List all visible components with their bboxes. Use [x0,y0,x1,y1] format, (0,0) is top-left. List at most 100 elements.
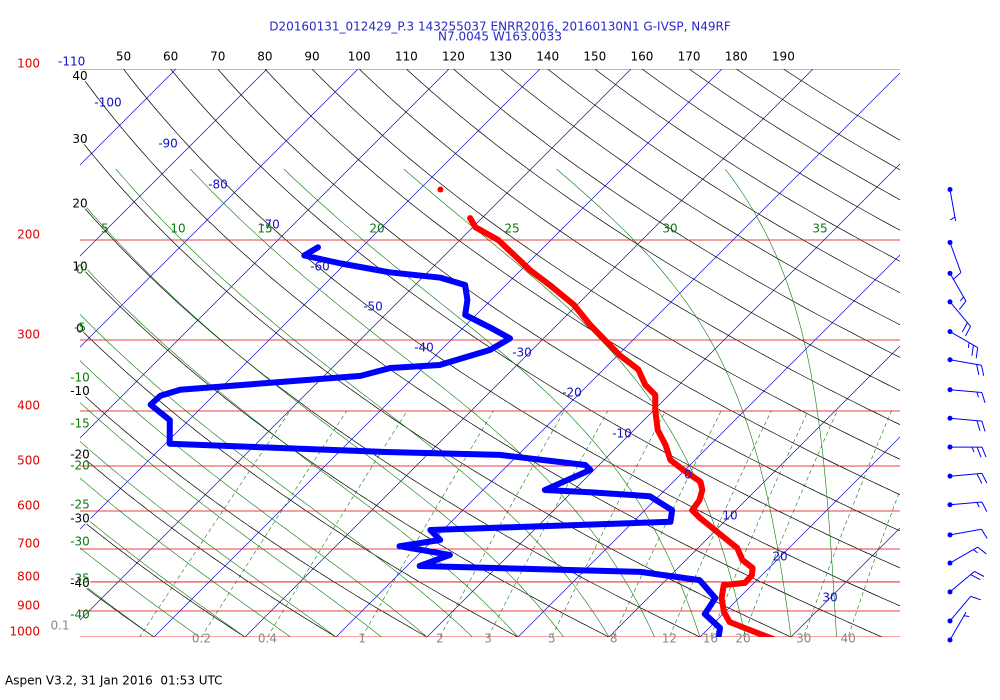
dry-adiabat [217,69,900,532]
dry-adiabat [500,69,900,326]
dry-adiabat [80,265,610,637]
wind-barb-base [947,637,953,643]
dry-adiabat-label: 20 [72,197,87,211]
dry-adiabat-label: -30 [70,512,90,526]
dry-adiabat-label: 160 [631,50,654,64]
dry-adiabat-label: -40 [70,576,90,590]
dry-adiabat-label: 190 [772,50,795,64]
wind-barb-base [947,618,953,624]
pressure-label: 1000 [9,625,40,639]
moist-adiabat-label: -20 [70,459,90,473]
moist-adiabat [115,168,610,637]
dry-adiabat [80,583,155,637]
moist-adiabat-label: 0 [76,263,84,277]
wind-barb-base [947,329,953,335]
isotherm [790,527,900,637]
dry-adiabat-label: 0 [76,322,84,336]
moist-adiabat-label: -5 [74,321,86,335]
isotherm-label: -110 [58,55,85,69]
mixing-ratio-label: 0.2 [192,632,211,646]
moist-adiabat [283,168,701,637]
mixing-ratio-line [669,410,772,637]
wind-barb-base [947,560,953,566]
moist-adiabat [80,199,564,637]
isotherm-label: -40 [414,341,434,355]
moist-adiabat-label: 15 [257,222,272,236]
moist-adiabat-label: 20 [369,222,384,236]
chart-title: D20160131_012429_P.3 143255037 ENRR2016,… [269,20,731,34]
mixing-ratio-line [551,410,666,637]
pressure-label: 200 [17,227,40,241]
wind-barb [949,501,988,512]
moist-adiabat-label: -35 [70,572,90,586]
pressure-label: 800 [17,569,40,583]
pressure-label: 400 [17,398,40,412]
isotherm [699,436,900,637]
wind-barb-base [947,589,953,595]
wind-barb-base [947,473,953,479]
mixing-ratio-line [361,410,494,637]
wind-barb-base [947,532,953,538]
dry-adiabat [80,202,701,637]
moist-adiabat [80,360,428,637]
moist-adiabat [80,402,382,637]
moist-adiabat [80,547,200,637]
isotherm-label: -50 [363,300,383,314]
moist-adiabat-label: 25 [504,222,519,236]
isotherm-label: 0 [684,468,692,482]
pressure-label: 900 [17,599,40,613]
dry-adiabat [80,138,792,637]
mixing-ratio-label: 40 [840,632,855,646]
moist-adiabat [724,168,837,637]
mixing-ratio-label: 2 [436,632,444,646]
profile-line [147,244,723,637]
wind-barb [949,528,988,539]
wind-barb [949,273,967,310]
isotherm [517,254,900,637]
mixing-ratio-label: 8 [610,632,618,646]
moist-adiabat-label: -10 [70,371,90,385]
moist-adiabat [556,168,792,637]
mixing-ratio-label: 20 [735,632,750,646]
moist-adiabat [190,168,655,637]
wind-barb [949,189,957,222]
moist-adiabat-label: -30 [70,535,90,549]
chart-subtitle: N7.0045 W163.0033 [438,30,562,44]
dry-adiabat-label: 100 [348,50,371,64]
dry-adiabat [452,69,900,358]
mixing-ratio-line [613,410,722,637]
isotherm-label: -70 [260,218,280,232]
wind-barb-base [947,387,953,393]
moist-adiabat-label: -15 [70,417,90,431]
moist-adiabat [80,581,155,637]
dry-adiabat-label: 180 [725,50,748,64]
mixing-ratio-label: 1 [358,632,366,646]
wind-barb [949,359,985,376]
dry-adiabat [405,69,900,392]
isotherm [80,69,177,166]
wind-barb [949,389,986,403]
dry-adiabat-label: 10 [72,259,87,273]
profile-line [467,215,777,637]
dry-adiabat-label: 60 [163,50,178,64]
dry-adiabat-label: 40 [72,69,87,83]
dry-adiabat-label: 140 [536,50,559,64]
wind-barb [949,595,981,622]
mixing-ratio-label: 0.4 [258,632,277,646]
pressure-label: 500 [17,454,40,468]
dry-adiabat-label: 150 [583,50,606,64]
mixing-ratio-line [439,410,565,637]
moist-adiabat-label: 35 [812,222,827,236]
footer: Aspen V3.2, 31 Jan 2016 01:53 UTC [5,674,223,688]
isotherm [80,69,268,257]
dry-adiabat-label: 80 [257,50,272,64]
mixing-ratio-line [201,410,347,637]
isotherm-label: -100 [94,96,121,110]
mixing-ratio-line [487,410,609,637]
wind-barb-base [947,187,953,193]
dry-adiabat [358,69,900,426]
traces [147,186,777,637]
isotherm-label: -30 [512,346,532,360]
